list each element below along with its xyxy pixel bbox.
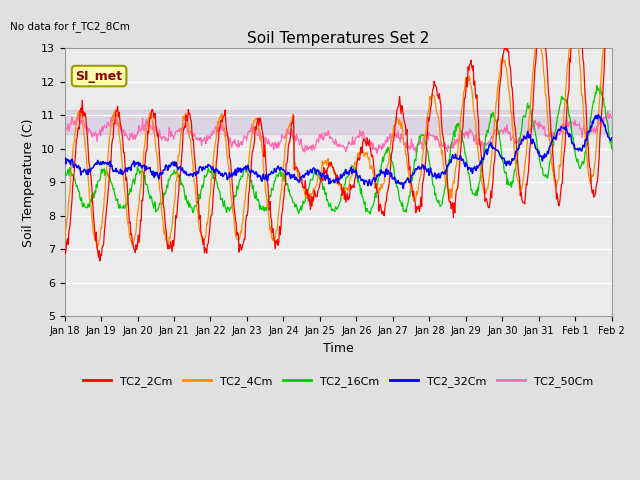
Bar xyxy=(65,110,612,133)
Title: Soil Temperatures Set 2: Soil Temperatures Set 2 xyxy=(247,31,429,46)
Text: SI_met: SI_met xyxy=(76,70,123,83)
X-axis label: Time: Time xyxy=(323,342,353,355)
Y-axis label: Soil Temperature (C): Soil Temperature (C) xyxy=(22,118,35,247)
Legend: TC2_2Cm, TC2_4Cm, TC2_16Cm, TC2_32Cm, TC2_50Cm: TC2_2Cm, TC2_4Cm, TC2_16Cm, TC2_32Cm, TC… xyxy=(79,372,598,391)
Text: No data for f_TC2_8Cm: No data for f_TC2_8Cm xyxy=(10,21,130,32)
